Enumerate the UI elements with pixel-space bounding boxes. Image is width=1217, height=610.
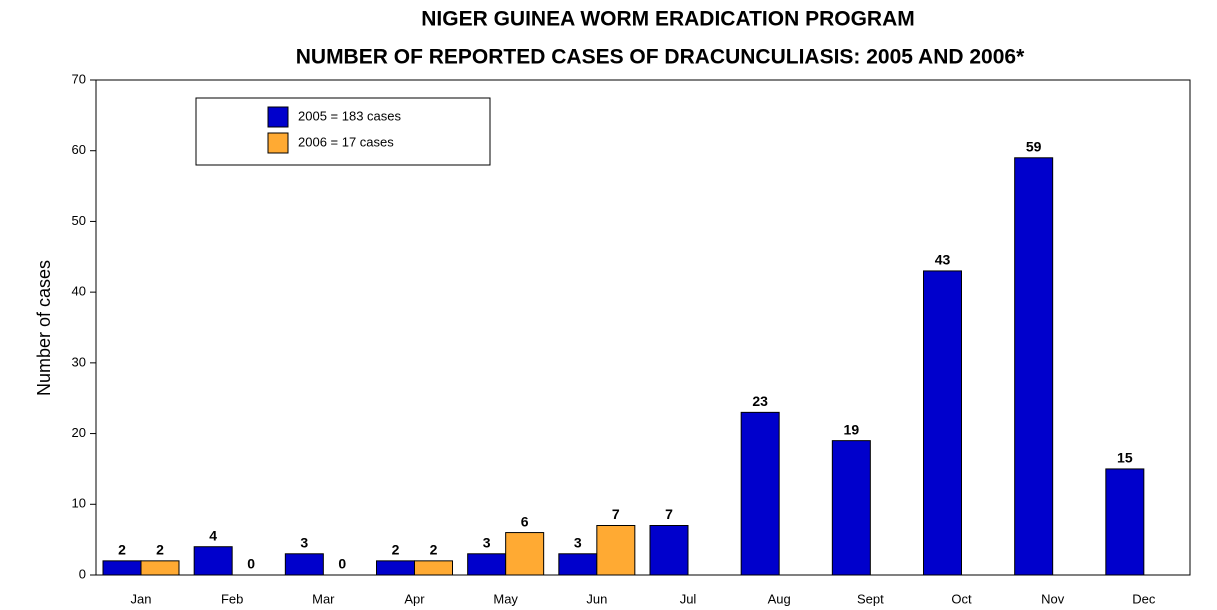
- value-label: 6: [521, 513, 529, 529]
- value-label: 59: [1026, 138, 1042, 154]
- x-tick-label: Jul: [680, 591, 697, 606]
- y-tick-label: 40: [72, 284, 86, 299]
- y-tick-label: 50: [72, 213, 86, 228]
- y-tick-label: 30: [72, 354, 86, 369]
- x-tick-label: Jan: [131, 591, 152, 606]
- value-label: 43: [935, 252, 951, 268]
- y-axis-title: Number of cases: [34, 260, 54, 396]
- legend-label: 2005 = 183 cases: [298, 108, 401, 123]
- y-tick-label: 60: [72, 142, 86, 157]
- x-tick-label: Aug: [768, 591, 791, 606]
- value-label: 19: [844, 421, 860, 437]
- value-label: 2: [156, 542, 164, 558]
- bar: [467, 553, 507, 576]
- bar: [414, 560, 453, 576]
- value-label: 0: [338, 556, 346, 572]
- plot-frame: [95, 79, 1191, 576]
- bar: [376, 560, 415, 576]
- bar: [558, 553, 598, 576]
- value-label: 3: [483, 534, 491, 550]
- chart-title: NUMBER OF REPORTED CASES OF DRACUNCULIAS…: [296, 46, 1025, 69]
- y-tick-label: 20: [72, 425, 86, 440]
- value-label: 15: [1117, 450, 1133, 466]
- x-tick-label: Apr: [404, 591, 425, 606]
- value-label: 2: [118, 542, 126, 558]
- value-label: 7: [665, 506, 673, 522]
- y-tick-label: 70: [72, 71, 86, 86]
- bar: [596, 525, 636, 576]
- y-tick-label: 0: [79, 566, 86, 581]
- bar: [1105, 468, 1145, 576]
- bar: [1014, 157, 1054, 576]
- bar: [740, 411, 780, 576]
- value-label: 2: [430, 542, 438, 558]
- legend-swatch: [267, 132, 289, 154]
- value-label: 23: [752, 393, 768, 409]
- bar: [649, 525, 689, 576]
- x-tick-label: Nov: [1041, 591, 1065, 606]
- legend-swatch: [267, 106, 289, 128]
- value-label: 0: [247, 556, 255, 572]
- y-tick-label: 10: [72, 496, 86, 511]
- x-tick-label: Oct: [951, 591, 972, 606]
- bar: [284, 553, 324, 576]
- x-tick-label: May: [493, 591, 518, 606]
- bar: [923, 270, 962, 576]
- bar: [505, 532, 545, 576]
- value-label: 2: [392, 542, 400, 558]
- legend-label: 2006 = 17 cases: [298, 134, 394, 149]
- value-label: 4: [209, 527, 217, 543]
- legend-box: [195, 97, 491, 166]
- value-label: 3: [300, 534, 308, 550]
- x-tick-label: Mar: [312, 591, 335, 606]
- bar: [831, 440, 871, 576]
- value-label: 3: [574, 534, 582, 550]
- x-tick-label: Dec: [1132, 591, 1156, 606]
- bar: [102, 560, 142, 576]
- x-tick-label: Jun: [586, 591, 607, 606]
- chart-title: NIGER GUINEA WORM ERADICATION PROGRAM: [421, 8, 915, 31]
- value-label: 7: [612, 506, 620, 522]
- x-tick-label: Feb: [221, 591, 243, 606]
- bar: [140, 560, 180, 576]
- x-tick-label: Sept: [857, 591, 884, 606]
- bar: [193, 546, 233, 576]
